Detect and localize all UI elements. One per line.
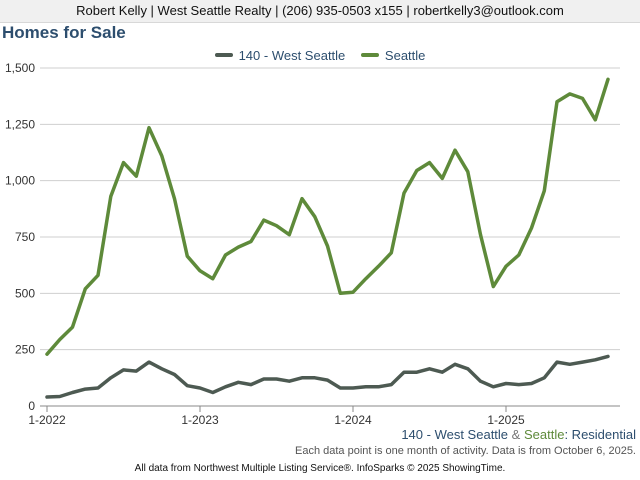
x-tick-label: 1-2025: [487, 413, 525, 427]
footer-series-label: 140 - West Seattle & Seattle: Residentia…: [401, 427, 636, 442]
chart-title: Homes for Sale: [2, 23, 126, 42]
legend-label-west-seattle: 140 - West Seattle: [238, 47, 346, 63]
legend-swatch-seattle: [360, 53, 379, 57]
y-tick-label: 1,500: [5, 61, 35, 75]
y-tick-label: 1,000: [5, 174, 35, 188]
y-tick-label: 750: [15, 230, 35, 244]
footer-series-a: 140 - West Seattle: [401, 427, 509, 442]
legend-item-seattle[interactable]: Seattle: [360, 47, 426, 63]
series-line-seattle: [45, 77, 610, 356]
legend-item-west-seattle[interactable]: 140 - West Seattle: [214, 47, 346, 63]
line-chart: 0 250 500 750 1,000 1,250 1,500 1-2022 1-2023 1-2…: [5, 61, 620, 427]
y-tick-label: 500: [15, 286, 35, 300]
footer-series-b: Seattle: [523, 427, 565, 442]
legend-label-seattle: Seattle: [384, 47, 426, 63]
y-tick-label: 250: [15, 343, 35, 357]
x-tick-label: 1-2023: [181, 413, 219, 427]
series-line-west-seattle: [45, 354, 610, 399]
x-tick-label: 1-2024: [334, 413, 372, 427]
footer-credit: All data from Northwest Multiple Listing…: [134, 463, 506, 474]
legend-swatch-west-seattle: [214, 53, 233, 57]
y-tick-label: 0: [28, 399, 35, 413]
y-tick-label: 1,250: [5, 117, 35, 131]
contact-header: Robert Kelly | West Seattle Realty | (20…: [0, 0, 640, 23]
footer-category: : Residential: [564, 427, 636, 442]
footer-note: Each data point is one month of activity…: [295, 445, 636, 457]
footer-amp: &: [511, 427, 521, 442]
chart-legend: 140 - West Seattle Seattle: [0, 45, 640, 63]
x-tick-label: 1-2022: [28, 413, 66, 427]
